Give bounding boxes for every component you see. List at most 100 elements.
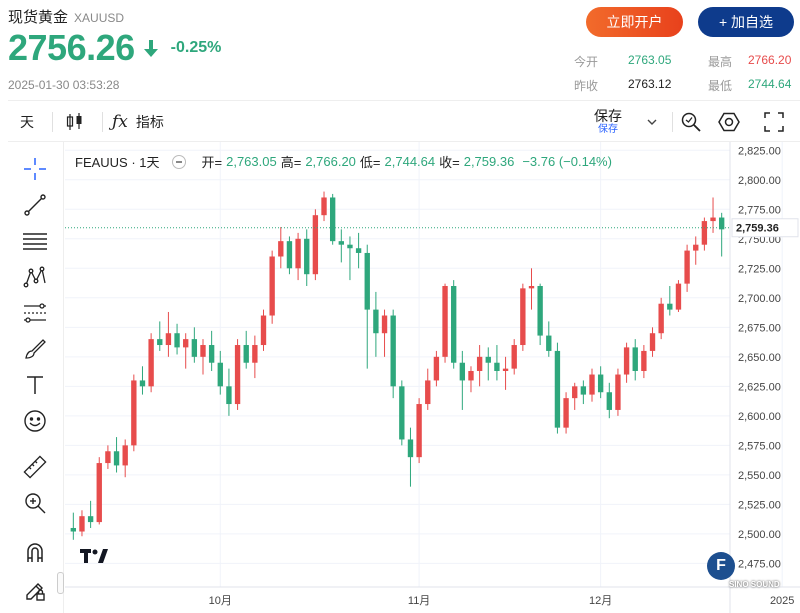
candle-body xyxy=(157,339,163,346)
candle-body xyxy=(347,244,353,249)
candle-body xyxy=(96,463,102,523)
magnet-icon[interactable] xyxy=(20,538,50,568)
legend-low: 2,744.64 xyxy=(384,154,436,169)
price-tick-label: 2,525.00 xyxy=(738,499,781,511)
candle-body xyxy=(200,345,206,357)
interval-selector[interactable]: 天 xyxy=(20,114,34,130)
candlestick-chart[interactable]: 2,825.002,800.002,775.002,750.002,725.00… xyxy=(65,142,800,613)
price-tick-label: 2,575.00 xyxy=(738,440,781,452)
candle-body xyxy=(459,362,466,381)
time-axis: 10月11月12月20252月 xyxy=(65,586,800,607)
candle-body xyxy=(260,315,267,346)
sino-sound-logo: F SINO SOUND xyxy=(705,552,800,613)
ruler-icon[interactable] xyxy=(20,452,50,482)
indicators-button[interactable]: ƒx 指标 xyxy=(112,101,164,143)
candle-body xyxy=(416,404,422,458)
save-button[interactable]: 保存 保存 xyxy=(594,101,622,143)
price-tick-label: 2,650.00 xyxy=(738,352,781,364)
brand-text: SINO SOUND xyxy=(729,580,780,589)
candle-body xyxy=(675,283,682,310)
chevron-down-icon[interactable] xyxy=(646,101,658,143)
legend-title: FEAUUS · 1天 xyxy=(75,155,160,170)
candle-body xyxy=(286,241,293,269)
candle-type-icon[interactable] xyxy=(66,101,84,143)
candle-body xyxy=(442,286,448,357)
crosshair-icon[interactable] xyxy=(20,154,50,184)
candles xyxy=(65,191,730,540)
price-tick-label: 2,500.00 xyxy=(738,529,781,541)
candle-body xyxy=(183,339,189,348)
legend-hide-icon[interactable] xyxy=(171,154,186,169)
instrument-title: 现货黄金 xyxy=(8,9,69,26)
emoji-icon[interactable] xyxy=(20,406,50,436)
legend-close: 2,759.36 xyxy=(463,154,515,169)
last-price: 2756.26 xyxy=(8,27,135,68)
candle-body xyxy=(312,215,319,275)
candle-body xyxy=(139,380,146,387)
candle-body xyxy=(563,398,569,428)
candle-body xyxy=(338,241,344,245)
candle-body xyxy=(87,516,94,523)
candle-body xyxy=(70,527,77,532)
candle-body xyxy=(502,368,509,371)
chart-toolbar: 天 ƒx 指标 保存 保存 xyxy=(8,100,800,142)
candle-body xyxy=(468,370,474,381)
candle-body xyxy=(252,345,258,363)
sidebar-collapse-handle[interactable] xyxy=(57,572,64,594)
candle-body xyxy=(407,439,414,458)
legend-high-label: 高= xyxy=(280,155,302,170)
candle-body xyxy=(329,197,336,242)
text-icon[interactable] xyxy=(20,370,50,400)
price-tick-label: 2,725.00 xyxy=(738,263,781,275)
candle-body xyxy=(217,362,223,387)
pattern-icon[interactable] xyxy=(20,262,50,292)
horizontal-lines-icon[interactable] xyxy=(20,226,50,256)
candle-body xyxy=(649,333,656,351)
price-tick-label: 2,775.00 xyxy=(738,204,781,216)
candle-body xyxy=(105,451,111,464)
candle-body xyxy=(476,356,483,371)
candle-body xyxy=(546,335,552,351)
brush-icon[interactable] xyxy=(20,334,50,364)
instrument-symbol: XAUUSD xyxy=(74,11,125,25)
candle-body xyxy=(658,303,664,334)
tradingview-logo[interactable] xyxy=(79,545,109,567)
function-icon: ƒx xyxy=(112,112,128,132)
toolbar-divider xyxy=(672,112,673,132)
indicators-label: 指标 xyxy=(135,114,164,130)
candle-body xyxy=(494,362,500,371)
time-tick-label: 2025 xyxy=(770,595,794,607)
candle-body xyxy=(269,256,275,316)
candle-body xyxy=(641,350,647,371)
candle-body xyxy=(554,350,561,428)
quick-search-icon[interactable] xyxy=(680,101,702,143)
candle-body xyxy=(191,339,198,357)
candle-body xyxy=(381,315,388,334)
open-label: 今开 xyxy=(574,55,599,69)
last-price-tag xyxy=(731,218,799,238)
candle-body xyxy=(79,516,85,532)
time-tick-label: 12月 xyxy=(589,595,612,607)
add-watchlist-button[interactable]: + 加自选 xyxy=(698,7,794,37)
trend-line-icon[interactable] xyxy=(20,190,50,220)
candle-body xyxy=(451,286,457,363)
zoom-in-icon[interactable] xyxy=(20,488,50,518)
settings-icon[interactable] xyxy=(718,101,740,143)
candle-body xyxy=(390,315,396,387)
candle-body xyxy=(226,386,232,405)
open-account-button[interactable]: 立即开户 xyxy=(586,7,683,37)
save-sub-label: 保存 xyxy=(598,124,618,135)
lock-drawing-icon[interactable] xyxy=(20,576,50,606)
legend-change: −3.76 (−0.14%) xyxy=(522,154,612,169)
candle-body xyxy=(701,221,708,245)
forecast-icon[interactable] xyxy=(20,298,50,328)
down-arrow-icon xyxy=(143,36,159,60)
candle-body xyxy=(667,303,673,310)
candle-body xyxy=(537,286,543,336)
candle-body xyxy=(122,445,128,466)
fullscreen-icon[interactable] xyxy=(764,101,784,143)
price-chart[interactable]: 2,825.00 2,800.00 2,775.00 2,750.00 2,725.00… xyxy=(65,142,800,613)
drawing-toolbar xyxy=(8,142,64,613)
legend-open: 2,763.05 xyxy=(226,154,277,169)
change-percent: -0.25% xyxy=(170,39,222,56)
